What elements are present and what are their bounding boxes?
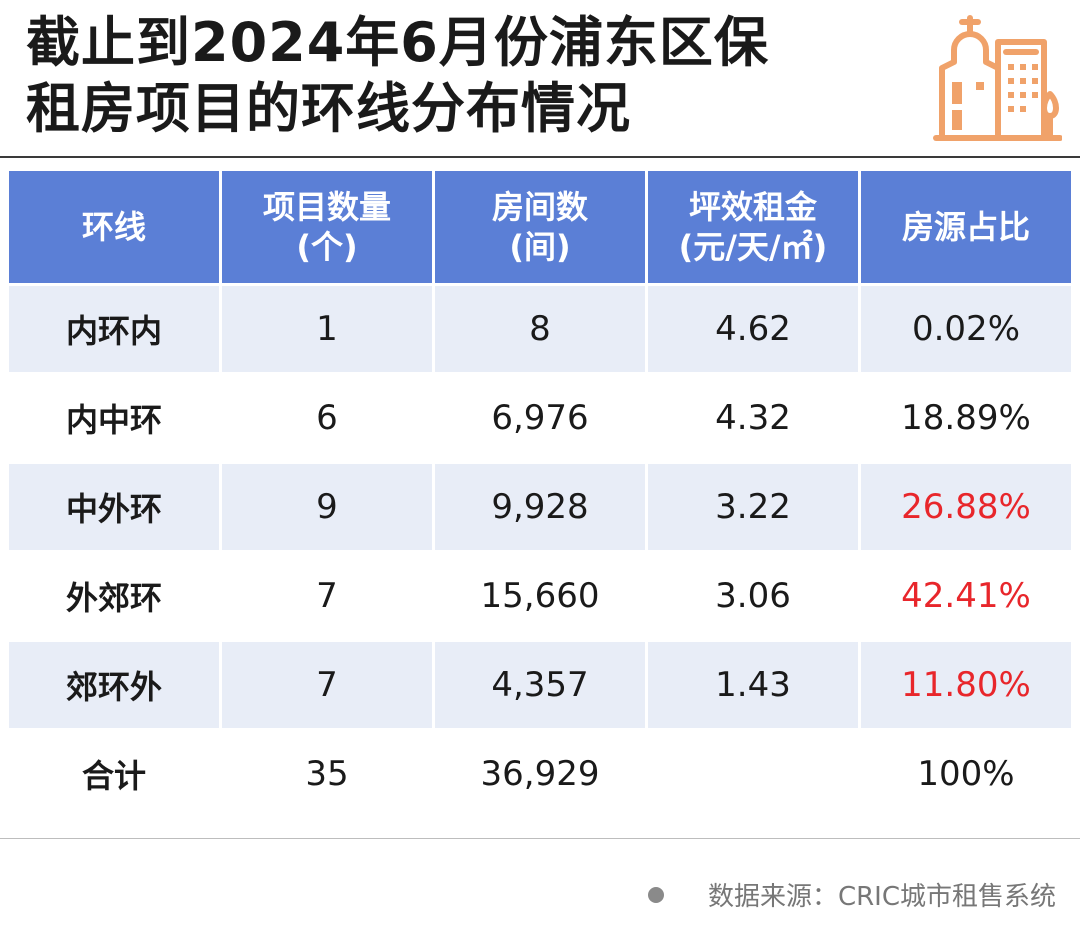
cell-ring: 合计	[9, 731, 219, 817]
cell-rooms: 8	[435, 286, 645, 372]
cell-projects: 7	[222, 642, 432, 728]
cell-rent	[648, 731, 858, 817]
cell-ring: 内中环	[9, 375, 219, 461]
cell-share: 18.89%	[861, 375, 1071, 461]
cell-rooms: 9,928	[435, 464, 645, 550]
cell-projects: 7	[222, 553, 432, 639]
cell-share: 42.41%	[861, 553, 1071, 639]
data-source: 数据来源：CRIC城市租售系统	[647, 876, 1056, 913]
cell-rooms: 4,357	[435, 642, 645, 728]
cell-ring: 内环内	[9, 286, 219, 372]
bullet-dot-icon	[647, 886, 664, 903]
cell-rent: 3.22	[648, 464, 858, 550]
title-line-1: 截止到2024年6月份浦东区保	[26, 11, 769, 74]
table-row: 郊环外 7 4,357 1.43 11.80%	[9, 642, 1071, 728]
bottom-divider	[0, 838, 1080, 839]
header-projects: 项目数量 (个)	[222, 171, 432, 283]
cell-ring: 中外环	[9, 464, 219, 550]
cell-rooms: 36,929	[435, 731, 645, 817]
ring-distribution-table: 环线 项目数量 (个) 房间数 (间) 坪效租金 (元/天/㎡) 房源占比 内环内 1…	[6, 168, 1074, 820]
header-rooms: 房间数 (间)	[435, 171, 645, 283]
cell-rent: 3.06	[648, 553, 858, 639]
city-buildings-icon	[933, 15, 1062, 141]
cell-rent: 1.43	[648, 642, 858, 728]
title-line-2: 租房项目的环线分布情况	[26, 77, 631, 140]
page-title: 截止到2024年6月份浦东区保 租房项目的环线分布情况	[26, 10, 886, 142]
header-ring: 环线	[9, 171, 219, 283]
table-header-row: 环线 项目数量 (个) 房间数 (间) 坪效租金 (元/天/㎡) 房源占比	[9, 171, 1071, 283]
cell-share: 26.88%	[861, 464, 1071, 550]
table-row: 内环内 1 8 4.62 0.02%	[9, 286, 1071, 372]
cell-share: 100%	[861, 731, 1071, 817]
source-text: 数据来源：CRIC城市租售系统	[707, 882, 1056, 912]
table-row: 中外环 9 9,928 3.22 26.88%	[9, 464, 1071, 550]
cell-projects: 6	[222, 375, 432, 461]
cell-rent: 4.62	[648, 286, 858, 372]
cell-rooms: 6,976	[435, 375, 645, 461]
table-row: 内中环 6 6,976 4.32 18.89%	[9, 375, 1071, 461]
cell-ring: 外郊环	[9, 553, 219, 639]
cell-rent: 4.32	[648, 375, 858, 461]
cell-projects: 1	[222, 286, 432, 372]
table-total-row: 合计 35 36,929 100%	[9, 731, 1071, 817]
header-share: 房源占比	[861, 171, 1071, 283]
cell-share: 0.02%	[861, 286, 1071, 372]
table-row: 外郊环 7 15,660 3.06 42.41%	[9, 553, 1071, 639]
cell-projects: 35	[222, 731, 432, 817]
cell-share: 11.80%	[861, 642, 1071, 728]
cell-ring: 郊环外	[9, 642, 219, 728]
header-rent: 坪效租金 (元/天/㎡)	[648, 171, 858, 283]
cell-rooms: 15,660	[435, 553, 645, 639]
title-divider	[0, 156, 1080, 158]
cell-projects: 9	[222, 464, 432, 550]
